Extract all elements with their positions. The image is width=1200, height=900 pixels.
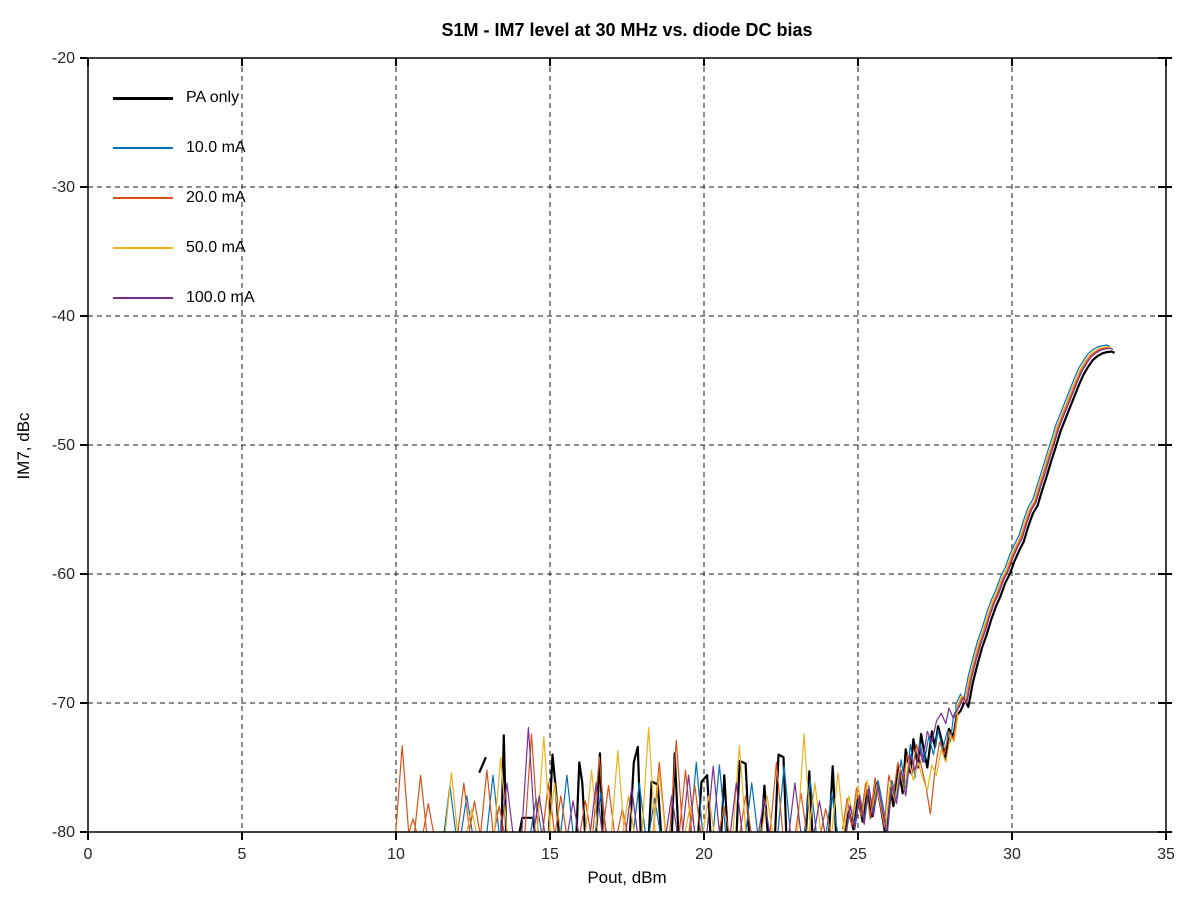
legend-label: 10.0 mA: [186, 139, 246, 156]
y-tick-label: -60: [52, 566, 75, 583]
legend-label: PA only: [186, 89, 240, 106]
x-tick-label: 30: [1003, 846, 1021, 863]
series-line-20-0-ma: [395, 347, 1113, 832]
legend-line-swatch: [113, 197, 173, 199]
legend-item-pa-only: PA only: [113, 73, 254, 123]
x-tick-label: 20: [695, 846, 713, 863]
x-tick-label: 10: [387, 846, 405, 863]
legend-item-100-0-ma: 100.0 mA: [113, 273, 254, 323]
chart-title: S1M - IM7 level at 30 MHz vs. diode DC b…: [441, 20, 813, 40]
x-tick-label: 25: [849, 846, 867, 863]
y-tick-label: -50: [52, 437, 75, 454]
y-tick-label: -20: [52, 50, 75, 67]
legend-line-swatch: [113, 297, 173, 299]
x-tick-label: 0: [84, 846, 93, 863]
legend-line-swatch: [113, 96, 173, 100]
x-axis-label: Pout, dBm: [587, 868, 667, 887]
legend-label: 20.0 mA: [186, 189, 246, 206]
y-axis-label: IM7, dBc: [14, 412, 33, 480]
y-tick-label: -70: [52, 695, 75, 712]
series-line-100-0-ma: [500, 347, 1114, 832]
y-tick-label: -40: [52, 308, 75, 325]
legend-line-swatch: [113, 247, 173, 249]
x-tick-label: 15: [541, 846, 559, 863]
legend-label: 50.0 mA: [186, 239, 246, 256]
y-tick-label: -80: [52, 824, 75, 841]
x-tick-label: 35: [1157, 846, 1175, 863]
series-line-50-0-ma: [444, 346, 1112, 832]
legend-line-swatch: [113, 147, 173, 149]
legend-item-20-0-ma: 20.0 mA: [113, 173, 254, 223]
series-line-pa-only: [478, 350, 1116, 832]
y-tick-label: -30: [52, 179, 75, 196]
legend: PA only 10.0 mA 20.0 mA 50.0 mA 100.0 mA: [113, 73, 254, 323]
x-tick-label: 5: [238, 846, 247, 863]
legend-item-10-0-ma: 10.0 mA: [113, 123, 254, 173]
legend-label: 100.0 mA: [186, 289, 255, 306]
legend-item-50-0-ma: 50.0 mA: [113, 223, 254, 273]
